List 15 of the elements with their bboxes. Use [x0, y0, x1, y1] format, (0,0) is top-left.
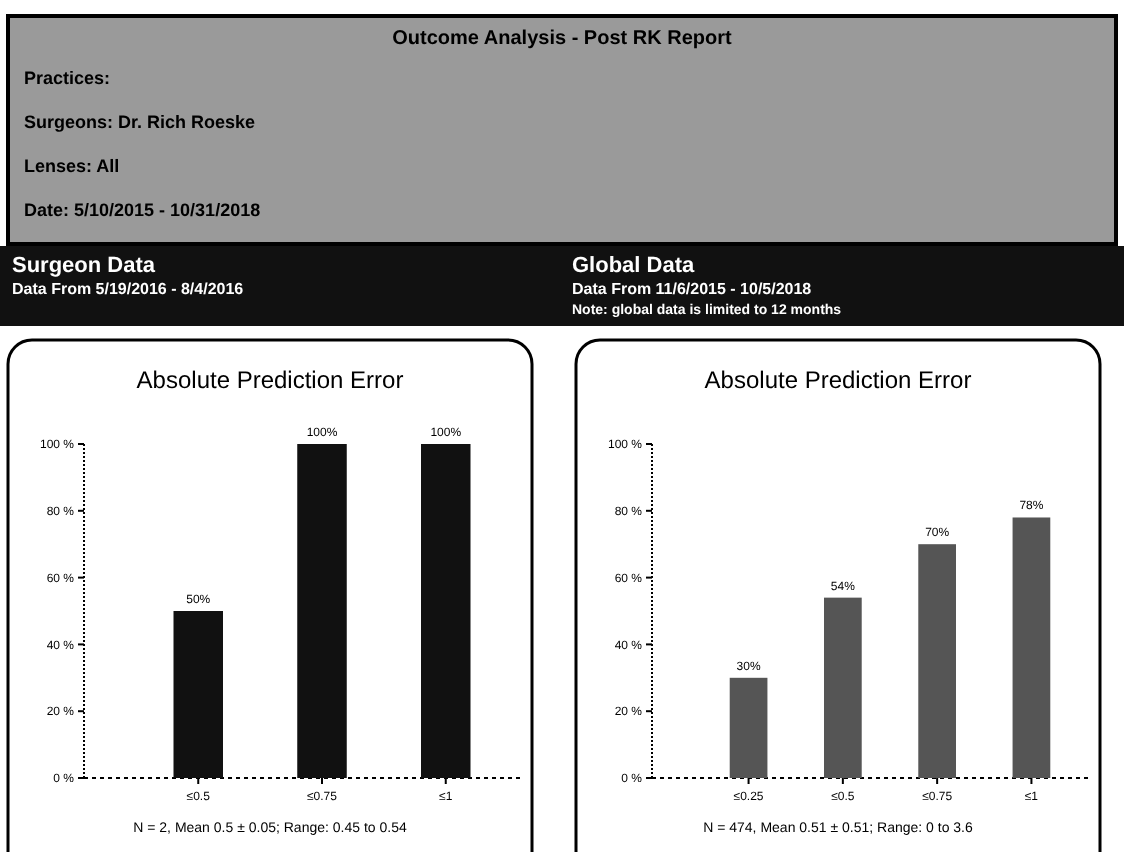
bar — [824, 597, 862, 778]
text: Data From 5/19/2016 - 8/4/2016 — [12, 280, 245, 298]
bar — [1012, 517, 1051, 778]
text: Surgeons: Dr. Rich Roeske — [24, 112, 256, 132]
text: Global Data — [572, 254, 697, 278]
bar — [918, 544, 956, 778]
text: Date: 5/10/2015 - 10/31/2018 — [24, 200, 261, 220]
chart-title: Absolute Prediction Error — [704, 366, 972, 394]
bar — [729, 677, 768, 778]
chart-title: Absolute Prediction Error — [136, 366, 404, 394]
text: Lenses: All — [24, 156, 120, 176]
text: Practices: — [24, 68, 111, 88]
text: Surgeon Data — [12, 254, 157, 278]
text: Data From 11/6/2015 - 10/5/2018 — [572, 280, 813, 298]
text: Outcome Analysis - Post RK Report — [392, 28, 733, 50]
